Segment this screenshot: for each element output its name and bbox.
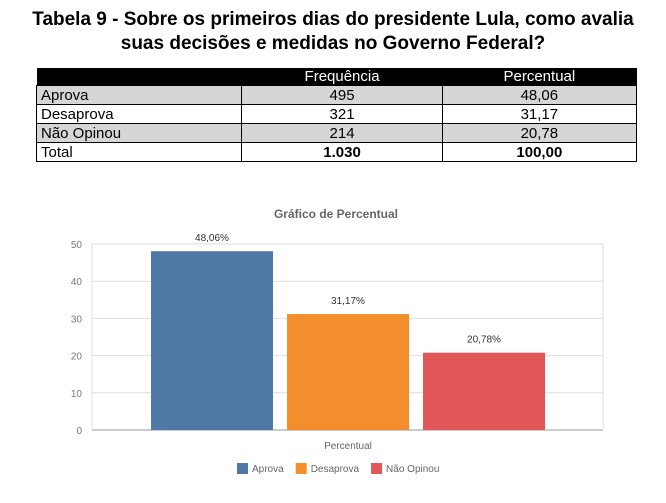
table-row: Desaprova 321 31,17: [35, 104, 638, 124]
chart-title: Gráfico de Percentual: [274, 207, 398, 221]
header-percentual: Percentual: [442, 68, 637, 86]
row-frequency: 495: [241, 85, 443, 105]
legend-label: Desaprova: [311, 464, 360, 475]
y-tick-label: 20: [71, 352, 83, 363]
legend-label: Aprova: [252, 464, 284, 475]
legend-swatch: [295, 463, 307, 474]
header-frequencia: Frequência: [241, 68, 443, 86]
bar-aprova: [151, 251, 273, 430]
y-tick-label: 0: [76, 426, 82, 437]
legend-label: Não Opinou: [386, 464, 439, 475]
bar-não-opinou: [423, 352, 545, 430]
row-frequency: 214: [241, 123, 443, 143]
row-percent: 48,06: [441, 85, 638, 105]
x-axis-label: Percentual: [324, 441, 372, 452]
title-line-1: Tabela 9 - Sobre os primeiros dias do pr…: [32, 9, 634, 30]
total-label: Total: [35, 142, 243, 162]
y-tick-label: 30: [71, 314, 83, 325]
bar-desaprova: [287, 314, 409, 430]
page-title: Tabela 9 - Sobre os primeiros dias do pr…: [0, 8, 666, 56]
table-row: Aprova 495 48,06: [35, 85, 638, 105]
bar-chart-svg: Gráfico de Percentual 0 10 20 30 40 50 48,06% 31…: [71, 207, 604, 475]
table-header-row: Frequência Percentual: [36, 68, 637, 86]
y-tick-label: 40: [71, 277, 83, 288]
table-row: Não Opinou 214 20,78: [35, 123, 638, 143]
legend-swatch: [371, 463, 383, 474]
row-label: Aprova: [35, 85, 243, 105]
legend-swatch: [237, 463, 248, 474]
data-label: 20,78%: [467, 335, 501, 346]
total-percent: 100,00: [441, 142, 638, 162]
row-frequency: 321: [241, 104, 443, 124]
frequency-table: Frequência Percentual Aprova 495 48,06 D…: [35, 68, 638, 162]
data-label: 31,17%: [331, 296, 365, 307]
total-frequency: 1.030: [241, 142, 443, 162]
table-total-row: Total 1.030 100,00: [35, 142, 638, 162]
row-label: Desaprova: [35, 104, 243, 124]
data-label: 48,06%: [195, 233, 229, 244]
row-percent: 20,78: [441, 123, 638, 143]
row-label: Não Opinou: [35, 123, 243, 143]
percent-chart: Gráfico de Percentual 0 10 20 30 40 50 48,06% 31…: [0, 196, 666, 498]
header-blank: [36, 68, 242, 86]
title-line-2: suas decisões e medidas no Governo Feder…: [120, 33, 546, 54]
y-tick-label: 50: [71, 240, 83, 251]
row-percent: 31,17: [441, 104, 638, 124]
y-tick-label: 10: [71, 389, 83, 400]
